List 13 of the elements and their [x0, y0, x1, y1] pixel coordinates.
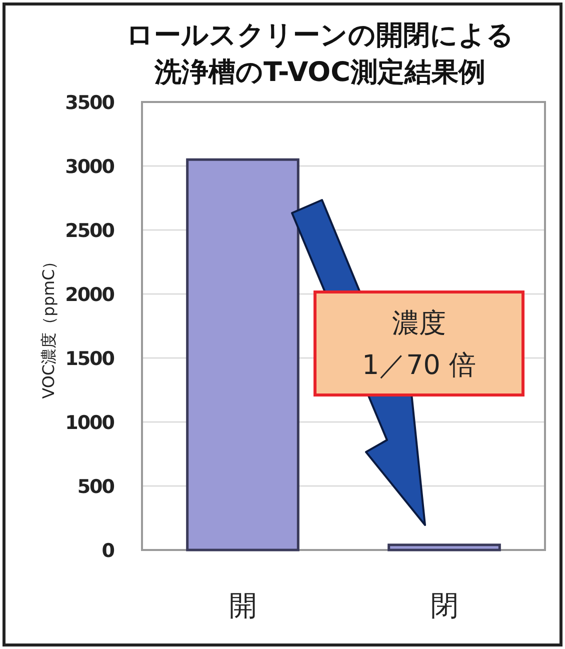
y-tick-label: 2000 — [65, 284, 115, 306]
y-tick-label: 500 — [77, 476, 115, 498]
y-tick-label: 3000 — [65, 156, 115, 178]
y-tick-label: 1500 — [65, 348, 115, 370]
y-tick-label: 0 — [102, 540, 115, 562]
x-tick-label: 開 — [228, 589, 257, 622]
x-tick-label: 閉 — [430, 589, 458, 622]
chart-title: ロールスクリーンの開閉による洗浄槽のT-VOC測定結果例 — [126, 20, 514, 88]
y-tick-label: 1000 — [65, 412, 115, 434]
y-tick-label: 3500 — [65, 92, 115, 114]
y-tick-label: 2500 — [65, 220, 115, 242]
y-axis-title: VOC濃度（ppmC） — [39, 253, 58, 399]
annotation: 濃度 1／70 倍 — [362, 308, 476, 381]
